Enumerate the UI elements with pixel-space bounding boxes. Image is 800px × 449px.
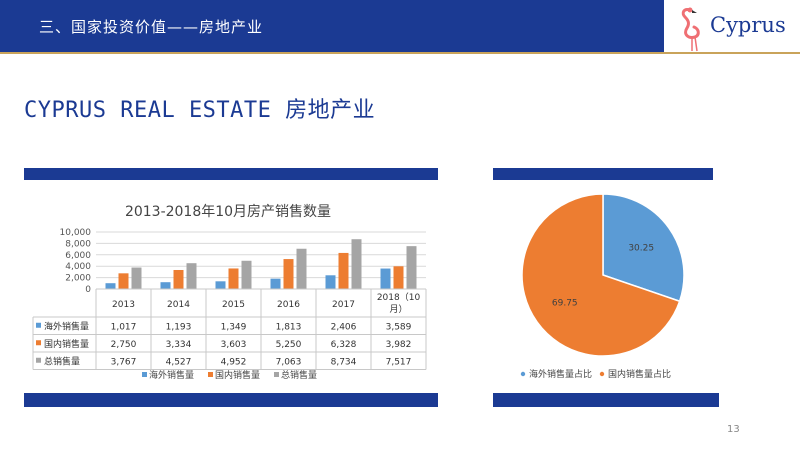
- table-cell-value: 1,349: [221, 322, 247, 332]
- bar-1: [173, 269, 184, 289]
- legend-label: 国内销售量: [215, 369, 260, 381]
- y-tick-label: 8,000: [65, 239, 91, 249]
- brand-area: Cyprus: [664, 0, 800, 52]
- y-tick-label: 4,000: [65, 262, 91, 272]
- bar-1: [338, 252, 349, 289]
- bar-1: [283, 259, 294, 289]
- bar-0: [215, 281, 226, 289]
- bar-2: [351, 239, 362, 289]
- table-cell-value: 6,328: [331, 340, 357, 350]
- table-cell-value: 2,750: [111, 340, 137, 350]
- table-legend-key: [36, 322, 41, 328]
- table-cell-value: 1,017: [111, 322, 137, 332]
- pie-legend-label: 国内销售量占比: [608, 368, 671, 380]
- chart-title: 2013-2018年10月房产销售数量: [125, 204, 331, 220]
- table-cell-value: 3,982: [386, 340, 412, 350]
- bar-2: [296, 248, 307, 289]
- y-tick-label: 10,000: [60, 228, 92, 238]
- pie-slice-1: [521, 193, 681, 357]
- table-cell-value: 3,603: [221, 340, 247, 350]
- bar-2: [131, 267, 142, 289]
- table-cell-value: 1,193: [166, 322, 192, 332]
- brand-name: Cyprus: [710, 13, 786, 37]
- table-legend-key: [36, 357, 41, 363]
- pie-slice-0: [602, 193, 685, 303]
- table-cell-value: 8,734: [331, 357, 357, 367]
- bar-2: [406, 246, 417, 289]
- table-legend-key: [36, 340, 41, 346]
- pie-legend-label: 海外销售量占比: [529, 368, 592, 380]
- y-tick-label: 6,000: [65, 251, 91, 261]
- table-row-label: 国内销售量: [44, 338, 89, 350]
- x-tick-label: 2018（10 月）: [377, 292, 421, 315]
- legend-label: 海外销售量: [149, 369, 194, 381]
- table-cell-value: 4,527: [166, 357, 192, 367]
- bar-0: [105, 283, 116, 289]
- legend-key: [142, 372, 147, 377]
- table-cell-value: 3,767: [111, 357, 137, 367]
- legend-label: 总销售量: [281, 369, 317, 381]
- legend-key: [274, 372, 279, 377]
- table-cell-value: 1,813: [276, 322, 302, 332]
- x-tick-label: 2016: [277, 300, 300, 310]
- header-bar: 三、国家投资价值——房地产业 Cyprus: [0, 0, 800, 52]
- table-cell-value: 4,952: [221, 357, 247, 367]
- bar-0: [325, 275, 336, 289]
- pie-data-label: 69.75: [552, 298, 578, 308]
- bar-0: [160, 282, 171, 289]
- table-cell-value: 2,406: [331, 322, 357, 332]
- pie-legend-key: [520, 371, 526, 377]
- x-tick-label: 2017: [332, 300, 355, 310]
- bar-2: [186, 263, 197, 289]
- table-row-label: 海外销售量: [44, 320, 89, 332]
- table-row-label: 总销售量: [44, 355, 80, 367]
- table-cell-value: 3,589: [386, 322, 412, 332]
- bar-0: [270, 278, 281, 289]
- table-cell-value: 7,063: [276, 357, 302, 367]
- page-number: 13: [727, 424, 740, 435]
- gold-divider: [0, 52, 800, 54]
- table-cell-value: 3,334: [166, 340, 192, 350]
- y-tick-label: 0: [85, 285, 91, 295]
- section-title: 三、国家投资价值——房地产业: [39, 18, 264, 36]
- right-panel-bottom-bar: [493, 393, 719, 407]
- table-cell-value: 7,517: [386, 357, 412, 367]
- x-tick-label: 2015: [222, 300, 245, 310]
- page-title: CYPRUS REAL ESTATE 房地产业: [24, 98, 376, 123]
- y-tick-label: 2,000: [65, 274, 91, 284]
- table-cell-value: 5,250: [276, 340, 302, 350]
- x-tick-label: 2014: [167, 300, 190, 310]
- bar-1: [118, 273, 129, 289]
- bar-2: [241, 260, 252, 289]
- left-panel-top-bar: [24, 168, 438, 180]
- legend-key: [208, 372, 213, 377]
- right-panel-top-bar: [493, 168, 713, 180]
- pie-legend-key: [599, 371, 605, 377]
- bar-1: [228, 268, 239, 289]
- bar-0: [380, 268, 391, 289]
- flamingo-logo-icon: [681, 7, 700, 52]
- bar-1: [393, 266, 404, 289]
- x-tick-label: 2013: [112, 300, 135, 310]
- pie-data-label: 30.25: [628, 244, 654, 254]
- left-panel-bottom-bar: [24, 393, 438, 407]
